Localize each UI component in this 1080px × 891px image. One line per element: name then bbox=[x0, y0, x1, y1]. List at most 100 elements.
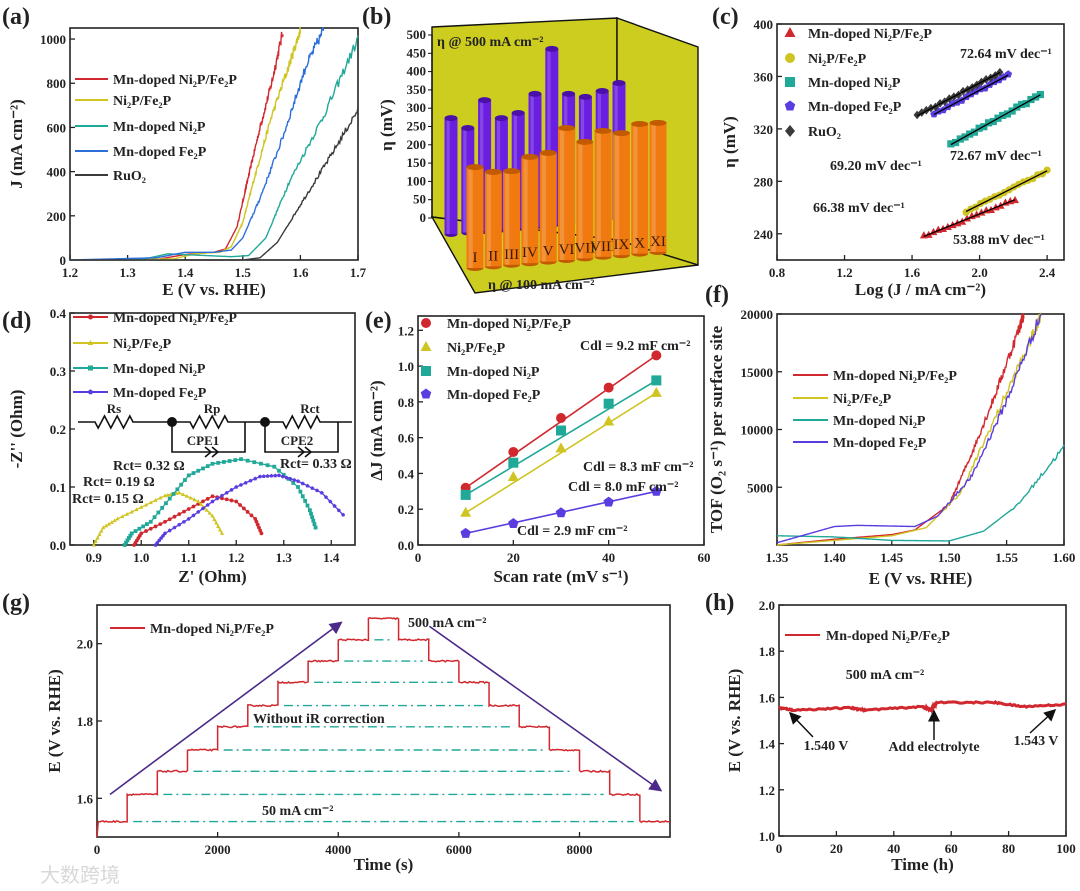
bar-body bbox=[612, 133, 630, 256]
data-point-square bbox=[122, 543, 127, 547]
data-point-pentagon bbox=[328, 499, 333, 504]
data-point-pentagon bbox=[420, 388, 432, 399]
bar-top bbox=[558, 124, 575, 131]
data-point-pentagon bbox=[191, 513, 196, 518]
data-point-pentagon bbox=[177, 522, 182, 527]
series-markers bbox=[460, 386, 662, 517]
y-tick-label: 1.2 bbox=[398, 323, 414, 338]
data-point-square bbox=[259, 461, 263, 466]
fit-line bbox=[933, 74, 1009, 116]
tafel-slope-label: 53.88 mV dec⁻¹ bbox=[953, 233, 1045, 248]
data-point-pentagon bbox=[186, 516, 191, 521]
circuit-label: Rs bbox=[107, 401, 121, 416]
y-tick-label: 1.8 bbox=[759, 644, 776, 659]
data-point-triangle bbox=[784, 27, 796, 37]
data-point-circle bbox=[241, 506, 246, 511]
legend-label: Mn-doped Ni₂P/Fe₂P bbox=[447, 317, 571, 332]
data-point-square bbox=[298, 489, 303, 494]
data-point-circle bbox=[258, 528, 263, 533]
data-point-triangle bbox=[192, 497, 197, 502]
x-tick-label: 0.9 bbox=[86, 550, 103, 565]
data-point-triangle bbox=[139, 505, 144, 509]
circuit-node bbox=[260, 417, 270, 427]
data-point-pentagon bbox=[277, 473, 281, 478]
bar-top bbox=[595, 87, 609, 94]
data-point-square bbox=[137, 526, 142, 531]
data-point-triangle bbox=[207, 510, 212, 515]
x-tick-label: 1.6 bbox=[292, 265, 309, 280]
series-markers bbox=[460, 375, 662, 500]
data-point-square bbox=[984, 119, 993, 127]
x-tick-label: 6000 bbox=[446, 842, 472, 857]
annotation: 1.540 V bbox=[804, 739, 849, 754]
data-point-circle bbox=[259, 531, 264, 536]
y-tick-label: 0 bbox=[60, 253, 67, 268]
y-tick-label: 50 bbox=[413, 192, 426, 207]
data-point-circle bbox=[191, 504, 196, 509]
bar-cylinder bbox=[503, 168, 521, 268]
x-tick-label: 1.2 bbox=[836, 265, 852, 280]
data-point-square bbox=[129, 531, 134, 536]
series-line bbox=[776, 313, 1042, 544]
bar-highlight bbox=[578, 141, 583, 259]
y-tick-label: 0.4 bbox=[398, 466, 415, 481]
plot-frame bbox=[776, 23, 1065, 261]
legend-item: Mn-doped Fe₂P bbox=[420, 388, 541, 403]
legend-item: Mn-doped Ni₂P/Fe₂P bbox=[784, 27, 932, 42]
category-label: IV bbox=[522, 245, 538, 261]
data-point-triangle bbox=[219, 531, 225, 535]
data-point-pentagon bbox=[336, 508, 341, 513]
legend-label: Mn-doped Ni₂P/Fe₂P bbox=[113, 311, 237, 326]
x-tick-label: 0 bbox=[415, 550, 422, 565]
category-label: V bbox=[543, 244, 554, 260]
data-point-triangle bbox=[603, 415, 615, 426]
data-point-pentagon bbox=[265, 474, 270, 478]
y-tick-label: 240 bbox=[754, 227, 774, 242]
data-point-circle bbox=[182, 509, 186, 514]
y-tick-label: 400 bbox=[47, 165, 67, 180]
circuit-label: Rp bbox=[204, 401, 221, 416]
legend: Mn-doped Ni₂P/Fe₂P bbox=[785, 629, 950, 644]
data-point-square bbox=[156, 510, 161, 515]
legend-label: Ni₂P/Fe₂P bbox=[447, 341, 506, 356]
y-tick-label: 5000 bbox=[747, 480, 773, 495]
bar-top bbox=[631, 120, 649, 127]
y-tick-label: 300 bbox=[407, 100, 427, 115]
legend-item: RuO₂ bbox=[75, 169, 146, 184]
bar-cylinder bbox=[558, 124, 575, 263]
fit-line bbox=[465, 379, 657, 496]
rct-label: Rct= 0.33 Ω bbox=[280, 457, 352, 472]
data-point-pentagon bbox=[87, 389, 94, 395]
series-markers bbox=[153, 473, 346, 547]
bar-cylinder bbox=[521, 153, 539, 267]
legend: Mn-doped Ni₂P/Fe₂P Ni₂P/Fe₂P Mn-doped Ni₂P… bbox=[420, 317, 571, 403]
data-point-circle bbox=[186, 507, 191, 511]
data-point-triangle bbox=[129, 509, 134, 514]
legend-label: Ni₂P/Fe₂P bbox=[808, 52, 867, 67]
x-tick-label: 2.4 bbox=[1039, 265, 1056, 280]
data-point-pentagon bbox=[460, 527, 471, 538]
legend-label: Mn-doped Ni₂P/Fe₂P bbox=[826, 629, 950, 644]
data-point-pentagon bbox=[182, 519, 186, 524]
data-point-square bbox=[133, 529, 138, 533]
data-point-triangle bbox=[204, 507, 209, 512]
legend-item: Mn-doped Ni₂P bbox=[75, 120, 206, 135]
fit-line bbox=[950, 94, 1041, 146]
y-tick-label: 800 bbox=[47, 76, 67, 91]
bar-highlight bbox=[468, 167, 473, 268]
data-point-square bbox=[160, 505, 165, 510]
y-tick-label: 100 bbox=[407, 173, 427, 188]
legend-label: Mn-doped Fe₂P bbox=[808, 100, 902, 115]
y-tick-label: 1.2 bbox=[759, 783, 775, 798]
y-tick-label: 15000 bbox=[741, 365, 774, 380]
y-tick-label: 280 bbox=[754, 174, 774, 189]
y-axis-title: η (mV) bbox=[720, 116, 739, 168]
data-point-square bbox=[239, 457, 243, 462]
x-tick-label: 1.0 bbox=[133, 550, 149, 565]
bar-top bbox=[466, 164, 484, 171]
data-point-pentagon bbox=[555, 507, 567, 518]
panel-h-axes: 0 20 40 60 80 100 1.0 1.2 1.4 1.6 1.8 2.0 Time (h) E … bbox=[725, 598, 1076, 874]
category-label: X bbox=[634, 236, 645, 252]
data-point-triangle bbox=[99, 528, 104, 533]
